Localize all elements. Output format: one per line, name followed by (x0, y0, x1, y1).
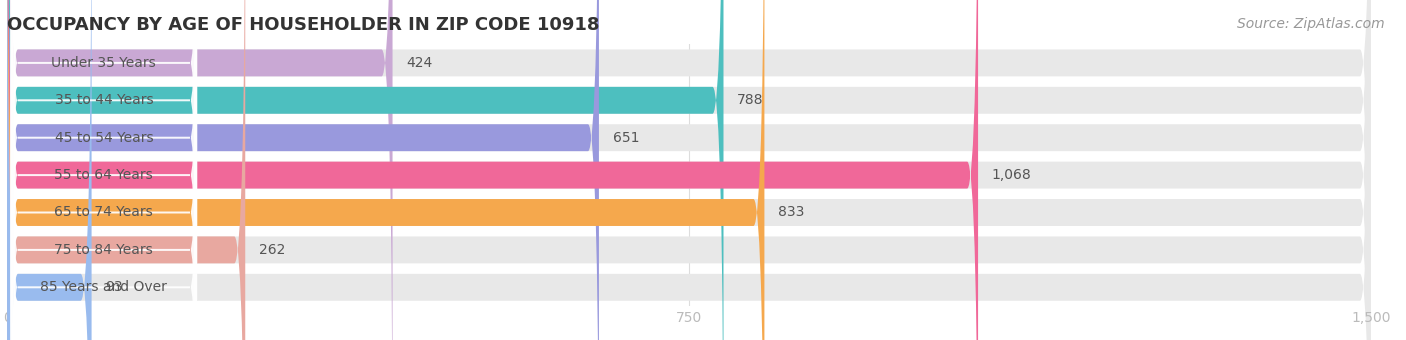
Text: 35 to 44 Years: 35 to 44 Years (55, 93, 153, 107)
FancyBboxPatch shape (7, 0, 1371, 340)
FancyBboxPatch shape (7, 0, 1371, 340)
Text: Under 35 Years: Under 35 Years (52, 56, 156, 70)
FancyBboxPatch shape (11, 0, 197, 340)
Text: 75 to 84 Years: 75 to 84 Years (55, 243, 153, 257)
FancyBboxPatch shape (7, 0, 599, 340)
FancyBboxPatch shape (7, 0, 1371, 340)
Text: 55 to 64 Years: 55 to 64 Years (55, 168, 153, 182)
Text: 65 to 74 Years: 65 to 74 Years (55, 205, 153, 220)
FancyBboxPatch shape (7, 0, 91, 340)
Text: 85 Years and Over: 85 Years and Over (41, 280, 167, 294)
FancyBboxPatch shape (11, 0, 197, 340)
Text: 424: 424 (406, 56, 433, 70)
FancyBboxPatch shape (7, 0, 765, 340)
FancyBboxPatch shape (7, 0, 1371, 340)
Text: 262: 262 (259, 243, 285, 257)
FancyBboxPatch shape (11, 0, 197, 340)
FancyBboxPatch shape (11, 0, 197, 340)
Text: 833: 833 (778, 205, 804, 220)
FancyBboxPatch shape (11, 0, 197, 340)
FancyBboxPatch shape (7, 0, 979, 340)
FancyBboxPatch shape (7, 0, 1371, 340)
FancyBboxPatch shape (11, 0, 197, 340)
FancyBboxPatch shape (7, 0, 1371, 340)
Text: Source: ZipAtlas.com: Source: ZipAtlas.com (1237, 17, 1385, 31)
FancyBboxPatch shape (11, 0, 197, 340)
Text: 93: 93 (105, 280, 122, 294)
Text: OCCUPANCY BY AGE OF HOUSEHOLDER IN ZIP CODE 10918: OCCUPANCY BY AGE OF HOUSEHOLDER IN ZIP C… (7, 16, 599, 34)
FancyBboxPatch shape (7, 0, 1371, 340)
Text: 45 to 54 Years: 45 to 54 Years (55, 131, 153, 145)
Text: 1,068: 1,068 (991, 168, 1032, 182)
FancyBboxPatch shape (7, 0, 392, 340)
Text: 651: 651 (613, 131, 640, 145)
FancyBboxPatch shape (7, 0, 245, 340)
Text: 788: 788 (737, 93, 763, 107)
FancyBboxPatch shape (7, 0, 724, 340)
